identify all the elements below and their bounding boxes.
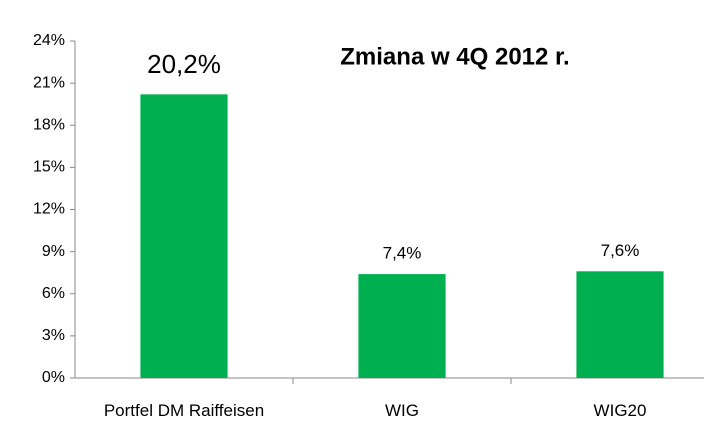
x-tick-label: Portfel DM Raiffeisen [103,401,265,420]
x-tick-label: WIG [385,401,419,420]
y-tick-label: 0% [42,369,65,386]
y-tick-label: 9% [42,243,65,260]
x-tick-label: WIG20 [593,401,647,420]
y-tick-label: 3% [42,327,65,344]
bar [576,271,664,378]
value-label: 7,4% [383,244,422,263]
y-tick-label: 12% [33,201,65,218]
y-tick-label: 21% [33,74,65,91]
y-tick-label: 18% [33,116,65,133]
chart-title: Zmiana w 4Q 2012 r. [340,43,569,70]
y-tick-label: 24% [33,32,65,49]
value-label: 20,2% [147,49,221,79]
value-label: 7,6% [601,241,640,260]
bar [358,274,446,378]
y-tick-label: 6% [42,285,65,302]
bar [140,94,228,378]
y-tick-label: 15% [33,159,65,176]
